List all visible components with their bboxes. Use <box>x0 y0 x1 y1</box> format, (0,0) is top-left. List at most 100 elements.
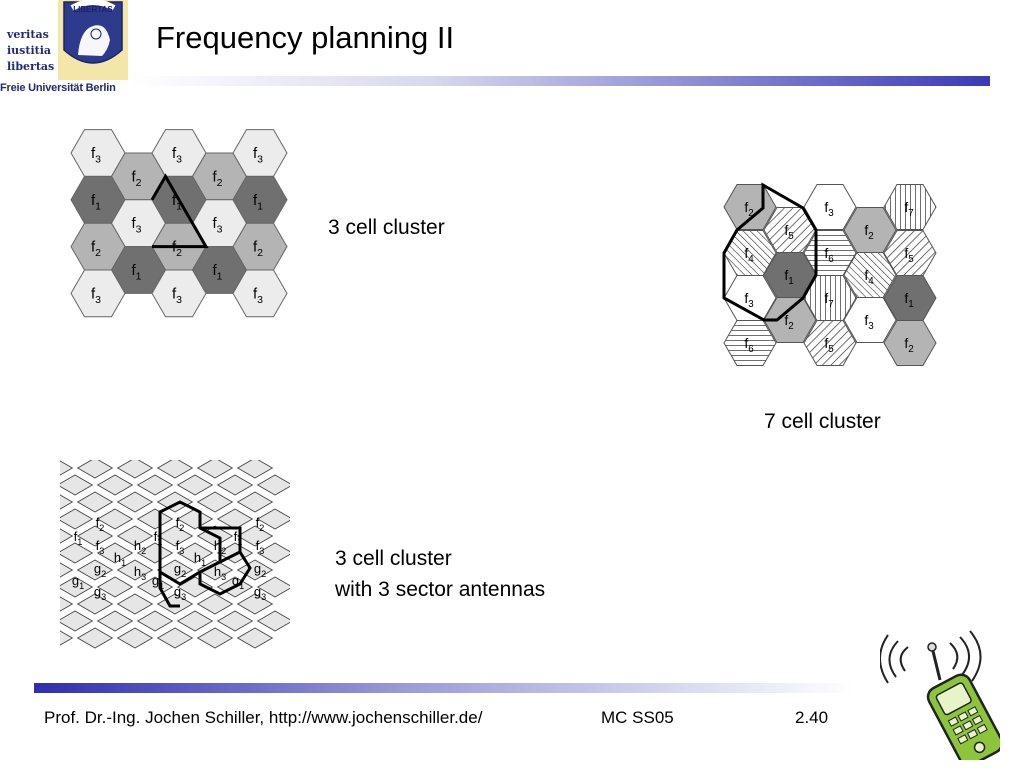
sector-rhombus <box>76 627 114 649</box>
hex-cell-label: f1 <box>212 262 222 283</box>
sector-rhombus <box>256 508 290 530</box>
logo-seal-icon: LIBERTAS <box>58 0 128 80</box>
sector-rhombus <box>236 525 274 547</box>
hex-cell-label: f1 <box>784 267 793 287</box>
sector-rhombus <box>196 491 234 513</box>
sector-rhombus <box>256 576 290 598</box>
sector-rhombus <box>236 491 274 513</box>
hex-cell <box>70 269 126 318</box>
hex-cell-label: f6 <box>824 245 834 265</box>
sector-rhombus <box>76 593 114 615</box>
sector-rhombus <box>60 494 74 510</box>
sector-label: g1 <box>72 573 84 591</box>
hex-cell-label: f3 <box>864 312 874 332</box>
hex-cell-label: f2 <box>784 312 793 332</box>
sector-label: f1 <box>74 529 83 547</box>
page-title: Frequency planning II <box>156 20 455 55</box>
sector-cluster-outline <box>200 526 242 564</box>
footer-author: Prof. Dr.-Ing. Jochen Schiller, http://w… <box>44 708 483 727</box>
hex-cell-label: f3 <box>744 290 754 310</box>
three-cell-cluster-label: 3 cell cluster <box>328 216 445 239</box>
sector-label: h3 <box>134 564 146 582</box>
sector-rhombus <box>76 491 114 513</box>
sector-rhombus <box>156 627 194 649</box>
sector-rhombus <box>196 627 234 649</box>
sector-rhombus <box>236 460 274 479</box>
sector-label: f1 <box>234 529 243 547</box>
logo-seal-text: LIBERTAS <box>73 5 113 14</box>
sector-rhombus <box>60 596 74 612</box>
sector-cluster-outline <box>198 551 252 596</box>
hex-cell-label: f5 <box>824 335 834 355</box>
sector-rhombus <box>60 610 94 632</box>
sector-label: h2 <box>134 538 146 556</box>
sector-label: f2 <box>176 515 185 533</box>
footer-page-number: 2.40 <box>795 708 829 727</box>
logo-word-veritas: veritas <box>7 28 49 41</box>
sector-label: g1 <box>232 573 244 591</box>
hex-cell-label: f4 <box>744 245 754 265</box>
sector-rhombus <box>76 525 114 547</box>
sector-rhombus <box>76 559 114 581</box>
hex-cell-label: f2 <box>904 335 913 355</box>
hex-cell <box>843 297 897 343</box>
sector-cluster-label-line2: with 3 sector antennas <box>335 578 546 601</box>
hex-cell-label: f3 <box>253 145 263 166</box>
hex-cell <box>883 320 937 366</box>
sector-rhombus <box>256 610 290 632</box>
hex-cell-label: f3 <box>172 145 182 166</box>
sector-label: f3 <box>176 538 185 556</box>
sector-label: g3 <box>254 584 266 602</box>
mobile-phone-icon <box>880 630 1000 760</box>
sector-rhombus <box>116 593 154 615</box>
sector-rhombus <box>216 610 254 632</box>
hex-cell-label: f3 <box>131 215 141 236</box>
sector-rhombus <box>96 474 134 496</box>
sector-label: g1 <box>152 573 164 591</box>
sector-rhombus <box>176 508 214 530</box>
university-name: Freie Universität Berlin <box>0 82 116 94</box>
hex-cell-label: f3 <box>91 285 101 306</box>
sector-rhombus <box>116 559 154 581</box>
sector-rhombus <box>116 525 154 547</box>
logo-word-iustitia: iustitia <box>7 44 52 57</box>
sector-rhombus <box>60 542 94 564</box>
hex-cell-label: f2 <box>744 199 753 219</box>
hex-cell-label: f3 <box>91 145 101 166</box>
sector-rhombus <box>60 630 74 646</box>
hex-cell <box>803 320 857 366</box>
logo-word-libertas: libertas <box>7 60 55 73</box>
sector-cluster-outline <box>158 572 180 608</box>
sector-rhombus <box>96 610 134 632</box>
hex-cell-label: f7 <box>824 290 833 310</box>
sector-rhombus <box>196 593 234 615</box>
hex-cell-label: f1 <box>172 192 182 213</box>
sector-rhombus <box>176 474 214 496</box>
sector-rhombus <box>176 610 214 632</box>
hex-cell-label: f5 <box>904 245 914 265</box>
footer-divider <box>34 683 854 693</box>
hex-cell-label: f1 <box>253 192 263 213</box>
sector-rhombus <box>236 627 274 649</box>
sector-label: g2 <box>174 561 186 579</box>
sector-antenna-diagram: f2 f1 f3 h1 h2 g2 g1 g3 h3 f2 f1 f3 h1 h2 g2 g1 g3 h3 f2 f1… <box>60 460 290 649</box>
sector-rhombus <box>176 542 214 564</box>
sector-rhombus <box>256 542 290 564</box>
hex-cell <box>883 184 937 230</box>
sector-label: h3 <box>214 564 226 582</box>
sector-rhombus <box>96 508 134 530</box>
sector-rhombus <box>136 508 174 530</box>
sector-rhombus <box>136 542 174 564</box>
hex-cell-label: f5 <box>784 222 794 242</box>
sector-rhombus <box>196 460 234 479</box>
hex-cell-label: f2 <box>212 168 222 189</box>
hex-cell-label: f6 <box>744 335 754 355</box>
hex-cell-label: f1 <box>131 262 141 283</box>
hex-cell <box>232 269 288 318</box>
seven-cell-cluster-label: 7 cell cluster <box>764 410 881 433</box>
sector-rhombus <box>116 627 154 649</box>
sector-label: f3 <box>96 538 105 556</box>
sector-rhombus <box>216 474 254 496</box>
sector-label: h2 <box>214 538 226 556</box>
